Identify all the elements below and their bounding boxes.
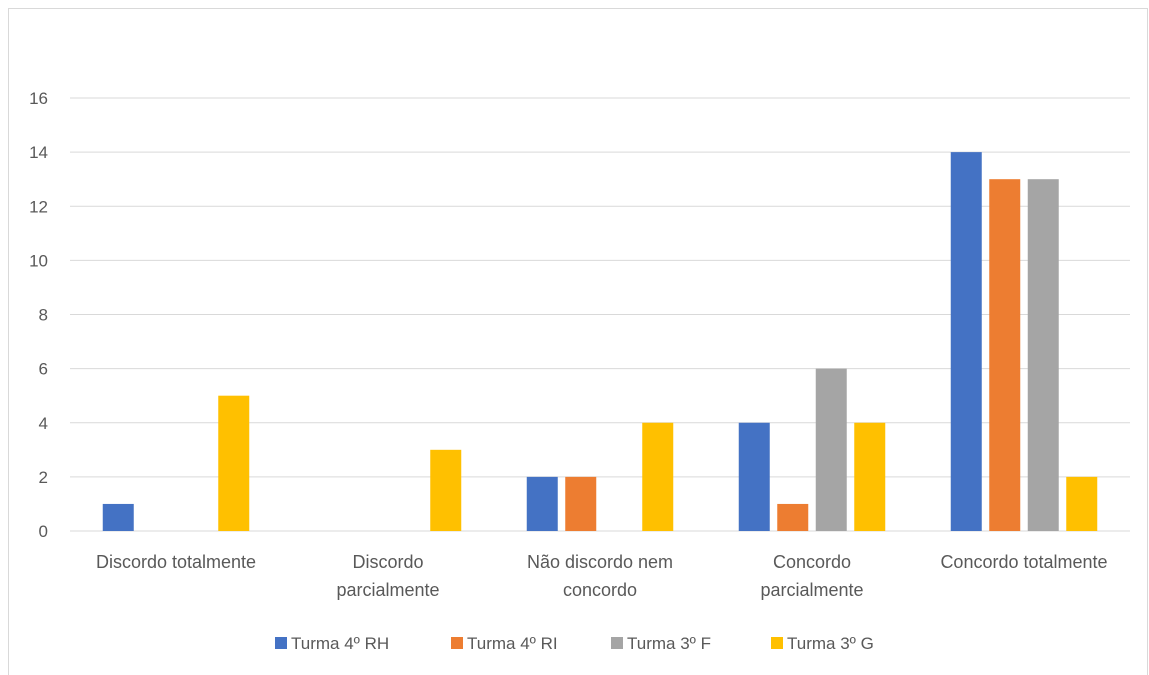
legend: Turma 4º RH Turma 4º RI Turma 3º F Turma 3º… bbox=[275, 634, 874, 653]
legend-label: Turma 4º RH bbox=[291, 634, 389, 653]
x-category-label: parcialmente bbox=[760, 580, 863, 600]
y-tick-label: 6 bbox=[39, 360, 48, 379]
y-tick-label: 12 bbox=[29, 197, 48, 216]
x-category-label: concordo bbox=[563, 580, 637, 600]
bar bbox=[642, 422, 674, 531]
bar bbox=[989, 179, 1021, 531]
bar bbox=[950, 152, 982, 531]
bar bbox=[1027, 179, 1059, 531]
legend-swatch bbox=[451, 637, 463, 649]
y-tick-label: 8 bbox=[39, 306, 48, 325]
x-category-label: Discordo bbox=[352, 552, 423, 572]
bar bbox=[815, 368, 847, 531]
bar bbox=[526, 476, 558, 531]
bars bbox=[102, 152, 1098, 531]
bar bbox=[218, 395, 250, 531]
x-category-label: Não discordo nem bbox=[527, 552, 673, 572]
x-axis-categories: Discordo totalmente Discordo parcialmente N… bbox=[96, 552, 1108, 600]
x-category-label: Concordo totalmente bbox=[940, 552, 1107, 572]
y-tick-label: 2 bbox=[39, 468, 48, 487]
y-tick-label: 10 bbox=[29, 251, 48, 270]
legend-label: Turma 3º F bbox=[627, 634, 711, 653]
legend-swatch bbox=[611, 637, 623, 649]
y-tick-label: 0 bbox=[39, 522, 48, 541]
bar bbox=[738, 422, 770, 531]
bar bbox=[430, 449, 462, 531]
legend-swatch bbox=[771, 637, 783, 649]
bar bbox=[777, 503, 809, 531]
x-category-label: Concordo bbox=[773, 552, 851, 572]
bar bbox=[854, 422, 886, 531]
y-tick-label: 4 bbox=[39, 414, 48, 433]
y-tick-label: 16 bbox=[29, 89, 48, 108]
bar bbox=[1066, 476, 1098, 531]
legend-label: Turma 3º G bbox=[787, 634, 874, 653]
legend-swatch bbox=[275, 637, 287, 649]
chart-frame bbox=[8, 8, 1148, 675]
x-category-label: parcialmente bbox=[336, 580, 439, 600]
y-axis-ticks: 0 2 4 6 8 10 12 14 16 bbox=[29, 89, 48, 541]
y-tick-label: 14 bbox=[29, 143, 48, 162]
legend-label: Turma 4º RI bbox=[467, 634, 558, 653]
bar bbox=[102, 503, 134, 531]
x-category-label: Discordo totalmente bbox=[96, 552, 256, 572]
bar bbox=[565, 476, 597, 531]
